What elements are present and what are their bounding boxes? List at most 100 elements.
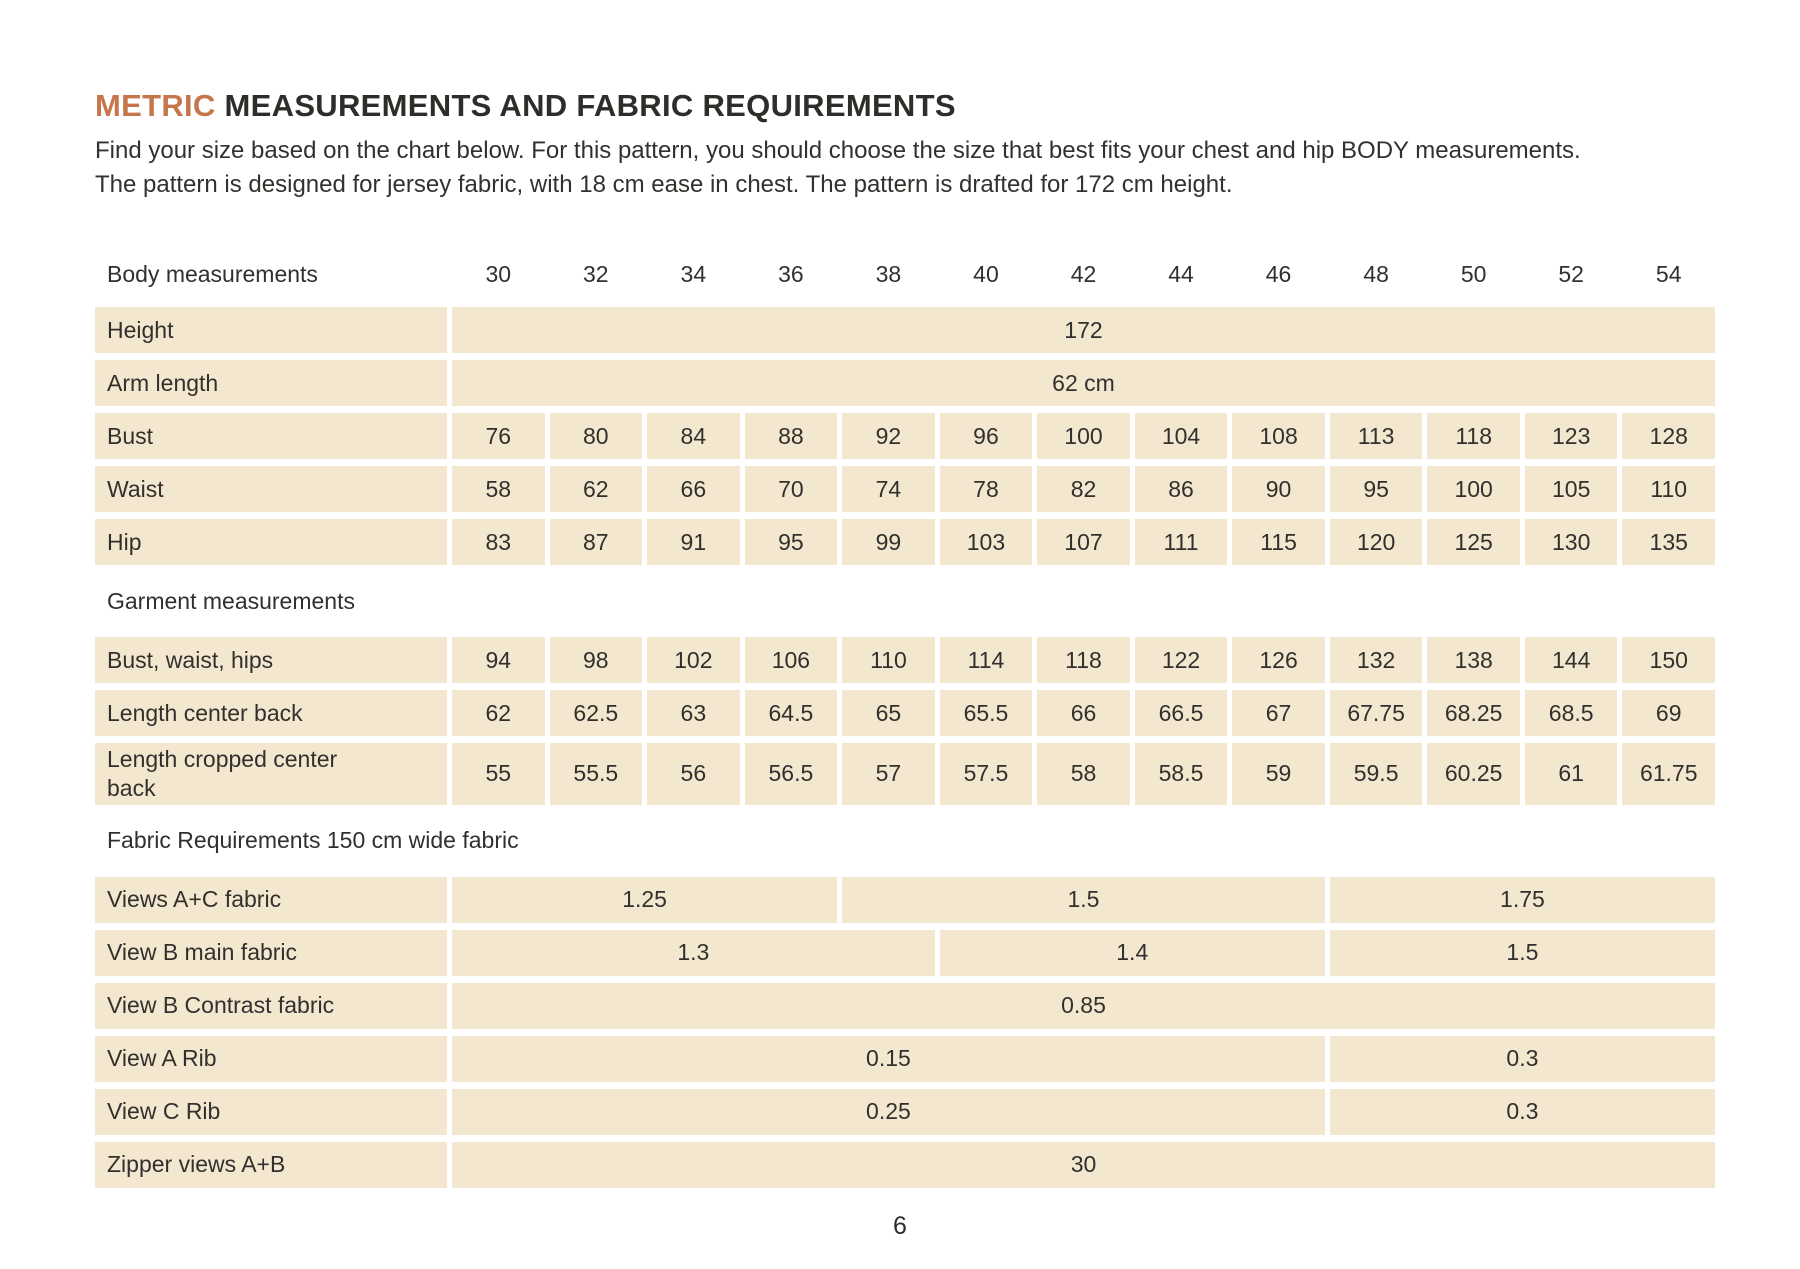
row-label: Length center back [95, 690, 447, 737]
row-label: Bust, waist, hips [95, 637, 447, 684]
value-cell: 114 [939, 637, 1033, 684]
value-cell: 66.5 [1134, 690, 1228, 737]
value-cell: 126 [1232, 637, 1325, 684]
row-label: Waist [95, 466, 447, 513]
value-cell: 120 [1329, 519, 1423, 566]
value-cell: 68.25 [1427, 690, 1520, 737]
value-cell: 88 [744, 413, 838, 460]
value-cell: 90 [1232, 466, 1325, 513]
size-header: 38 [875, 260, 902, 287]
section-header: Garment measurements [107, 587, 355, 614]
value-cell: 92 [842, 413, 935, 460]
value-cell: 144 [1524, 637, 1618, 684]
value-cell: 60.25 [1427, 743, 1520, 805]
value-cell: 59 [1232, 743, 1325, 805]
value-cell: 108 [1232, 413, 1325, 460]
size-header: 44 [1168, 260, 1194, 287]
value-cell: 67 [1232, 690, 1325, 737]
intro-paragraph: Find your size based on the chart below.… [95, 137, 1581, 199]
value-cell: 65 [842, 690, 935, 737]
row-label: Bust [95, 413, 447, 460]
value-cell: 105 [1524, 466, 1618, 513]
value-cell: 74 [842, 466, 935, 513]
value-cell: 0.15 [452, 1035, 1325, 1082]
size-header: 32 [583, 260, 609, 287]
value-cell: 58 [1037, 743, 1130, 805]
row-label: Arm length [95, 360, 447, 407]
value-cell: 1.5 [1329, 929, 1715, 976]
value-cell: 86 [1134, 466, 1228, 513]
size-header: 30 [485, 260, 512, 287]
value-cell: 1.75 [1329, 876, 1715, 923]
value-cell: 62 [452, 690, 545, 737]
page-content: METRIC MEASUREMENTS AND FABRIC REQUIREME… [95, 88, 1715, 1188]
value-cell: 66 [647, 466, 740, 513]
page-title-rest: MEASUREMENTS AND FABRIC REQUIREMENTS [215, 88, 956, 123]
row-label: View B main fabric [95, 929, 447, 976]
row-label: Height [95, 307, 447, 354]
value-cell: 94 [452, 637, 545, 684]
size-header: 42 [1070, 260, 1097, 287]
size-header: 40 [973, 260, 999, 287]
value-cell: 99 [842, 519, 935, 566]
value-cell: 135 [1622, 519, 1715, 566]
size-header: 46 [1265, 260, 1292, 287]
page-title-accent: METRIC [95, 88, 216, 123]
value-cell: 96 [939, 413, 1033, 460]
value-cell: 78 [939, 466, 1033, 513]
value-cell: 118 [1427, 413, 1520, 460]
value-cell: 67.75 [1329, 690, 1423, 737]
value-cell: 65.5 [939, 690, 1033, 737]
value-cell: 1.3 [452, 929, 935, 976]
value-cell: 59.5 [1329, 743, 1423, 805]
value-cell: 56.5 [744, 743, 838, 805]
value-cell: 57.5 [939, 743, 1033, 805]
value-cell: 66 [1037, 690, 1130, 737]
value-cell: 63 [647, 690, 740, 737]
value-cell: 100 [1037, 413, 1130, 460]
page-title: METRIC MEASUREMENTS AND FABRIC REQUIREME… [95, 88, 1710, 124]
value-cell: 30 [452, 1141, 1715, 1188]
value-cell: 107 [1037, 519, 1130, 566]
value-cell: 87 [549, 519, 643, 566]
value-cell: 0.25 [452, 1088, 1325, 1135]
value-cell: 130 [1524, 519, 1618, 566]
value-cell: 110 [1622, 466, 1715, 513]
row-label: Zipper views A+B [95, 1141, 447, 1188]
value-cell: 125 [1427, 519, 1520, 566]
value-cell: 118 [1037, 637, 1130, 684]
value-cell: 55 [452, 743, 545, 805]
table-header-label: Body measurements [107, 260, 318, 287]
value-cell: 1.4 [939, 929, 1325, 976]
value-cell: 62 [549, 466, 643, 513]
value-cell: 1.25 [452, 876, 838, 923]
row-label: Length cropped center back [95, 743, 447, 805]
row-label: Views A+C fabric [95, 876, 447, 923]
value-cell: 122 [1134, 637, 1228, 684]
value-cell: 110 [842, 637, 935, 684]
value-cell: 55.5 [549, 743, 643, 805]
value-cell: 82 [1037, 466, 1130, 513]
value-cell: 0.3 [1329, 1088, 1715, 1135]
row-label: Hip [95, 519, 447, 566]
value-cell: 64.5 [744, 690, 838, 737]
value-cell: 0.85 [452, 982, 1715, 1029]
row-label: View C Rib [95, 1088, 447, 1135]
value-cell: 115 [1232, 519, 1325, 566]
value-cell: 58.5 [1134, 743, 1228, 805]
size-header: 54 [1655, 260, 1682, 287]
value-cell: 83 [452, 519, 545, 566]
value-cell: 104 [1134, 413, 1228, 460]
size-header: 36 [778, 260, 804, 287]
size-header: 52 [1558, 260, 1584, 287]
value-cell: 103 [939, 519, 1033, 566]
value-cell: 61.75 [1622, 743, 1715, 805]
value-cell: 70 [744, 466, 838, 513]
value-cell: 113 [1329, 413, 1423, 460]
value-cell: 106 [744, 637, 838, 684]
value-cell: 128 [1622, 413, 1715, 460]
value-cell: 100 [1427, 466, 1520, 513]
value-cell: 56 [647, 743, 740, 805]
value-cell: 132 [1329, 637, 1423, 684]
value-cell: 95 [744, 519, 838, 566]
